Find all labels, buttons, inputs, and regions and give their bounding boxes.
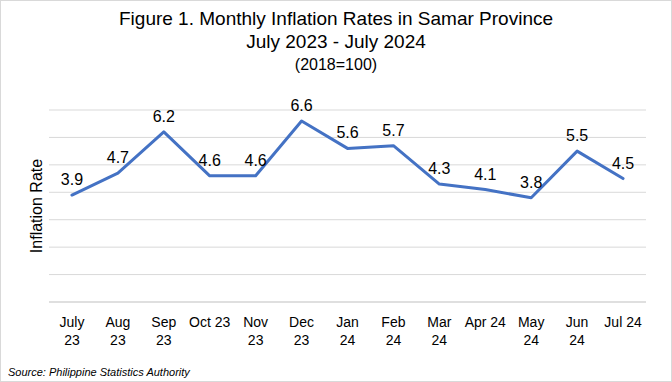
text-line: May [518, 314, 544, 330]
grid-line [49, 274, 646, 275]
data-label: 4.3 [428, 160, 450, 177]
x-tick-label: Nov 23 [243, 314, 268, 348]
text-line: 23 [64, 332, 80, 348]
chart-frame [1, 1, 672, 382]
x-tick-label: Jun 24 [566, 314, 589, 348]
x-tick-label: Jul 24 [604, 314, 642, 330]
title: Figure 1. Monthly Inflation Rates in Sam… [119, 8, 553, 29]
text-line: Aug [105, 314, 130, 330]
grid-line [49, 164, 646, 165]
text-line: 24 [432, 332, 448, 348]
subtitle: July 2023 - July 2024 [246, 31, 426, 52]
x-tick-label: Aug 23 [105, 314, 130, 348]
annotation: (2018=100) [295, 56, 377, 73]
text-line: 23 [248, 332, 264, 348]
text-line: Oct 23 [189, 314, 230, 330]
text-line: 23 [156, 332, 172, 348]
data-label: 5.7 [382, 122, 404, 139]
data-label: 6.2 [153, 108, 175, 125]
text-line: 23 [294, 332, 310, 348]
text-line: Nov [243, 314, 268, 330]
text-line: 24 [386, 332, 402, 348]
text-line: Jun [566, 314, 589, 330]
text-line: Mar [427, 314, 451, 330]
text-line: Feb [381, 314, 405, 330]
grid-line [49, 110, 646, 111]
x-tick-label: Sep 23 [151, 314, 176, 348]
x-tick-label: Apr 24 [465, 314, 506, 330]
x-tick-label: Jan 24 [336, 314, 359, 348]
text-line: July [60, 314, 85, 330]
text-line: Jul 24 [604, 314, 642, 330]
data-label: 3.9 [61, 171, 83, 188]
grid-line [49, 219, 646, 220]
text-line: 23 [110, 332, 126, 348]
x-tick-label: Feb 24 [381, 314, 405, 348]
line-series [72, 121, 623, 198]
data-label: 6.6 [290, 97, 312, 114]
text-line: 24 [569, 332, 585, 348]
x-tick-label: Mar 24 [427, 314, 451, 348]
data-label: 4.6 [245, 152, 267, 169]
x-tick-label: May 24 [518, 314, 544, 348]
text-line: Dec [289, 314, 314, 330]
plot-area [72, 121, 623, 198]
text-line: 24 [523, 332, 539, 348]
data-label: 4.7 [107, 149, 129, 166]
chart: Figure 1. Monthly Inflation Rates in Sam… [0, 0, 672, 382]
text-line: 24 [340, 332, 356, 348]
grid-line [49, 192, 646, 193]
x-tick-label: Oct 23 [189, 314, 230, 330]
grid-line [49, 247, 646, 248]
data-label: 5.5 [566, 127, 588, 144]
source: Source: Philippine Statistics Authority [8, 366, 191, 378]
data-label: 4.6 [199, 152, 221, 169]
y-axis-label: Inflation Rate [28, 159, 45, 253]
x-tick-label: July 23 [60, 314, 85, 348]
x-axis-line [49, 302, 646, 303]
data-label: 3.8 [520, 174, 542, 191]
text-line: Apr 24 [465, 314, 506, 330]
data-label: 5.6 [336, 124, 358, 141]
text-line: Jan [336, 314, 359, 330]
text-line: Sep [151, 314, 176, 330]
x-tick-label: Dec 23 [289, 314, 314, 348]
data-label: 4.1 [474, 166, 496, 183]
data-label: 4.5 [612, 155, 634, 172]
